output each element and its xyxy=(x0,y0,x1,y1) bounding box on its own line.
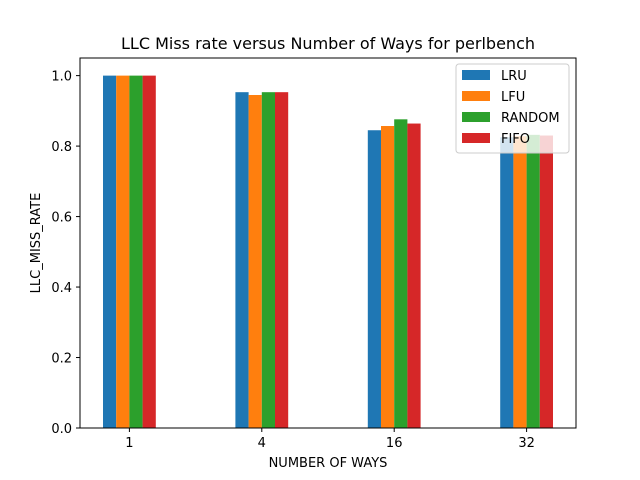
bars-group xyxy=(103,75,553,429)
x-axis-title: NUMBER OF WAYS xyxy=(269,456,388,471)
y-tick-label: 0.8 xyxy=(51,140,72,155)
bar-random-16 xyxy=(394,119,408,429)
x-tick-label: 32 xyxy=(518,436,535,451)
bar-lru-32 xyxy=(500,137,514,429)
legend-swatch-lru xyxy=(462,70,490,80)
legend-label-random: RANDOM xyxy=(501,111,560,126)
bar-lru-4 xyxy=(235,92,249,428)
legend-label-lru: LRU xyxy=(501,69,527,84)
bar-fifo-32 xyxy=(539,135,553,428)
y-tick-label: 1.0 xyxy=(51,70,72,85)
legend: LRU LFU RANDOM FIFO xyxy=(455,63,570,154)
x-axis: 1 4 16 32 xyxy=(125,428,535,451)
legend-swatch-lfu xyxy=(462,91,490,101)
bar-lru-16 xyxy=(367,130,381,428)
bar-random-4 xyxy=(261,92,275,428)
y-tick-label: 0.4 xyxy=(51,281,72,296)
bar-fifo-1 xyxy=(142,75,156,428)
bar-lfu-16 xyxy=(381,126,395,428)
bar-fifo-4 xyxy=(275,92,289,428)
bar-lfu-1 xyxy=(116,75,130,428)
legend-label-fifo: FIFO xyxy=(501,132,530,147)
y-tick-label: 0.2 xyxy=(51,352,72,367)
bar-lfu-4 xyxy=(248,95,262,428)
legend-swatch-random xyxy=(462,112,490,122)
legend-label-lfu: LFU xyxy=(501,90,525,105)
y-axis: 0.0 0.2 0.4 0.6 0.8 1.0 xyxy=(51,70,80,437)
legend-swatch-fifo xyxy=(462,133,490,143)
bar-fifo-16 xyxy=(407,123,421,429)
chart-title: LLC Miss rate versus Number of Ways for … xyxy=(121,34,535,53)
plot-frame xyxy=(79,57,577,429)
x-tick-label: 16 xyxy=(386,436,403,451)
x-tick-label: 4 xyxy=(258,436,266,451)
x-tick-label: 1 xyxy=(125,436,133,451)
y-axis-title: LLC_MISS_RATE xyxy=(29,193,44,294)
bar-random-32 xyxy=(526,134,540,429)
bar-lfu-32 xyxy=(513,136,527,428)
bar-random-1 xyxy=(129,75,143,428)
y-tick-label: 0.0 xyxy=(51,422,72,437)
bar-lru-1 xyxy=(103,75,117,428)
y-tick-label: 0.6 xyxy=(51,211,72,226)
legend-box xyxy=(455,63,570,154)
